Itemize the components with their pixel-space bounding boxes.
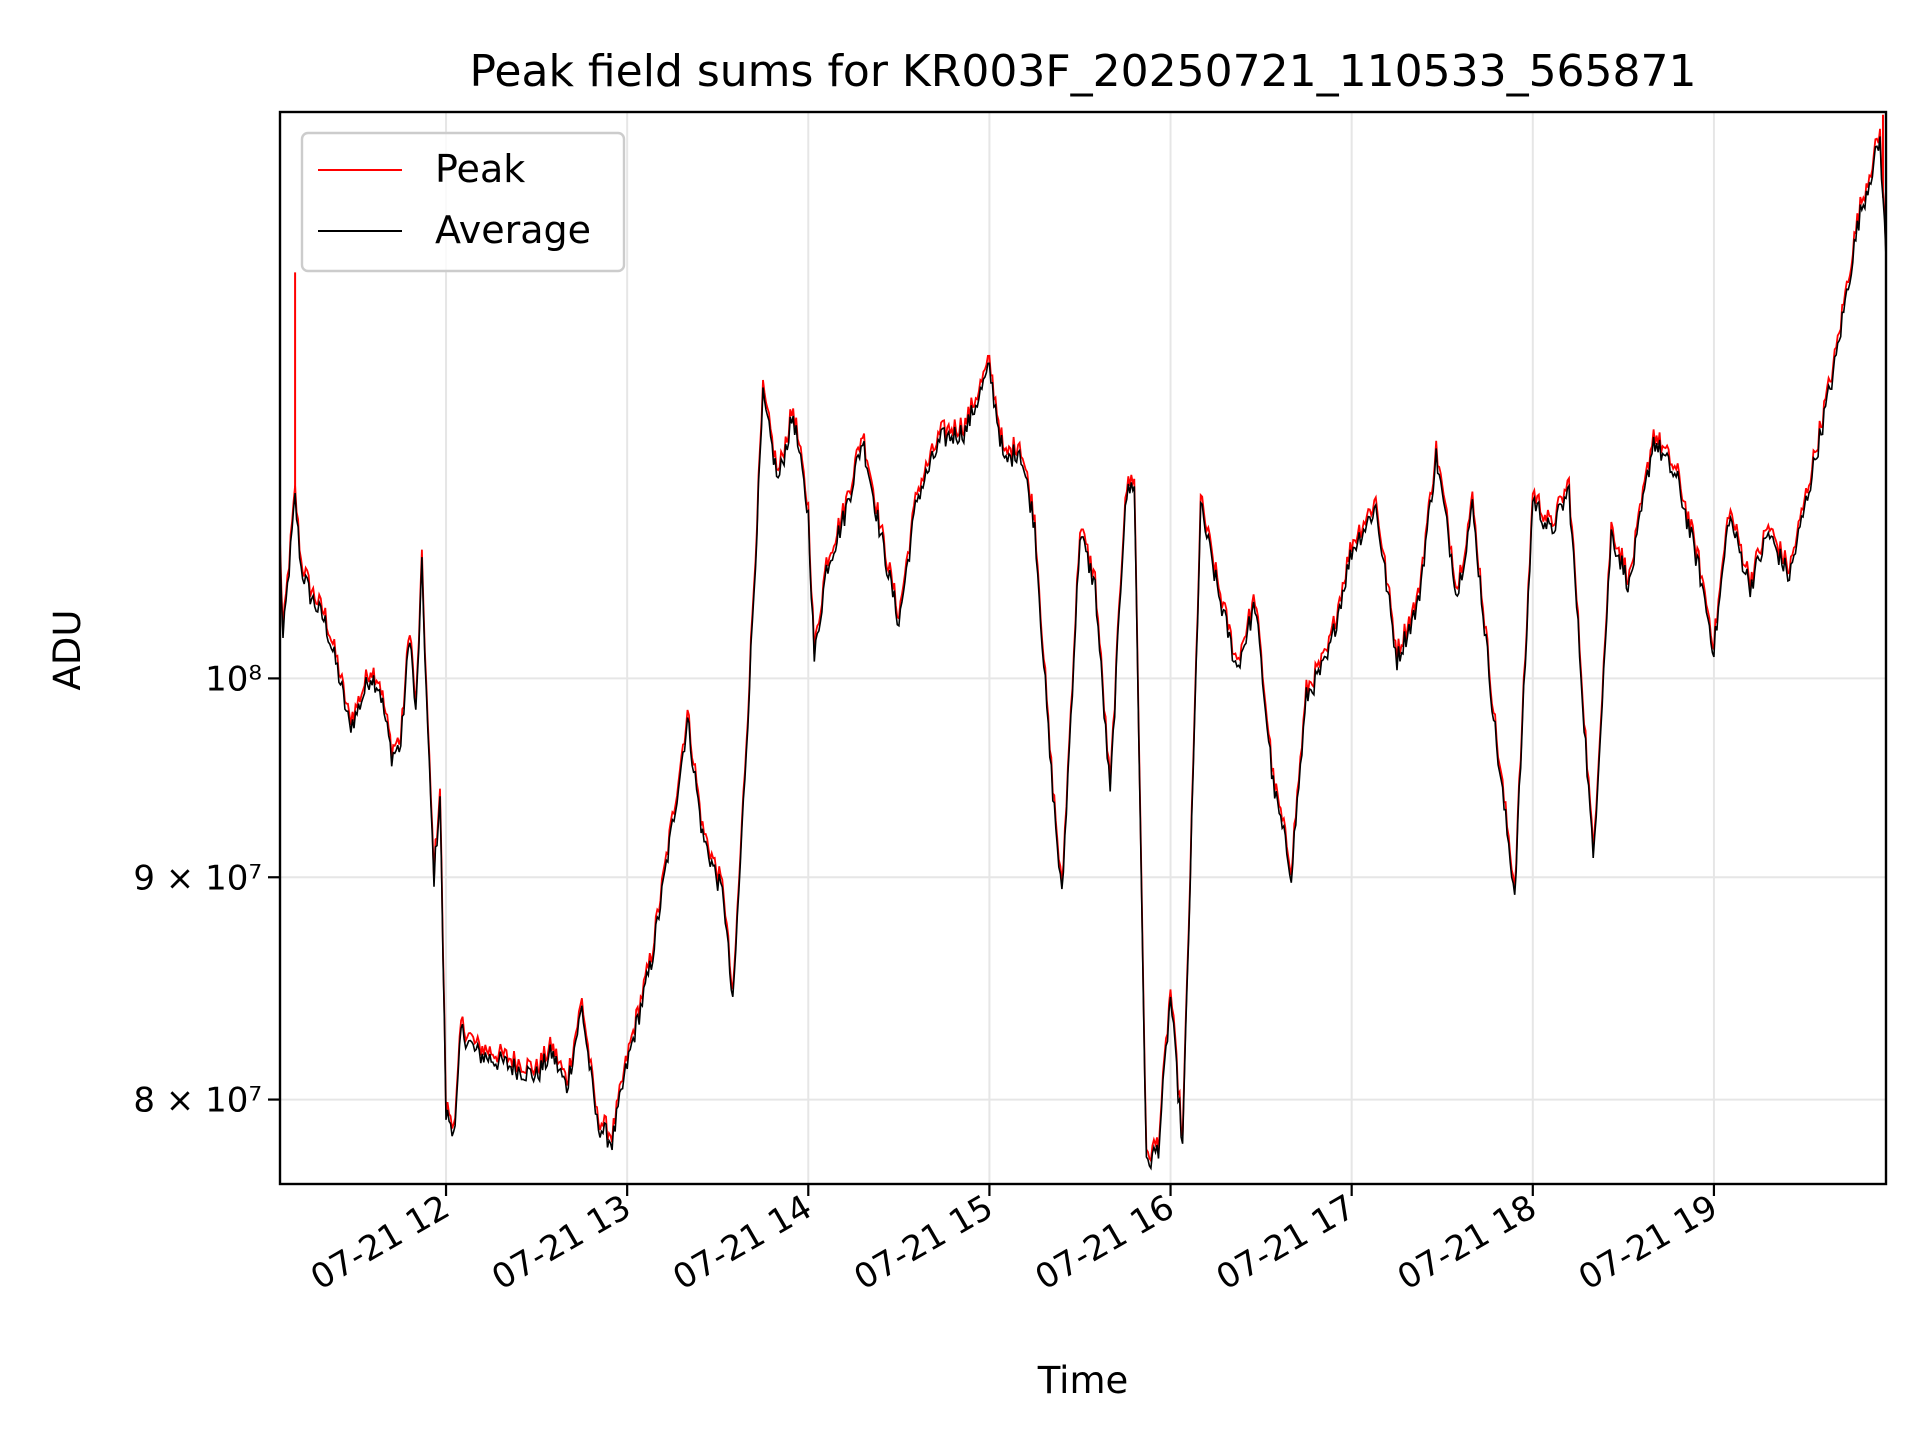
y-tick-label: 9 × 10⁷ — [133, 858, 262, 898]
plot-frame — [278, 110, 1888, 1186]
legend: Peak Average — [300, 131, 626, 273]
chart-title: Peak field sums for KR003F_20250721_1105… — [469, 46, 1696, 97]
series-line-average — [279, 136, 1887, 1171]
series-layer — [279, 114, 1887, 1171]
y-axis-label: ADU — [46, 610, 89, 691]
legend-box — [300, 131, 626, 273]
legend-peak-label: Peak — [435, 147, 525, 191]
legend-average-label: Average — [435, 208, 591, 252]
x-axis-label: Time — [1037, 1359, 1129, 1402]
y-tick-label: 8 × 10⁷ — [133, 1081, 262, 1121]
grid — [280, 112, 1886, 1184]
y-tick-label: 10⁸ — [205, 659, 262, 699]
series-line-peak — [279, 128, 1887, 1164]
